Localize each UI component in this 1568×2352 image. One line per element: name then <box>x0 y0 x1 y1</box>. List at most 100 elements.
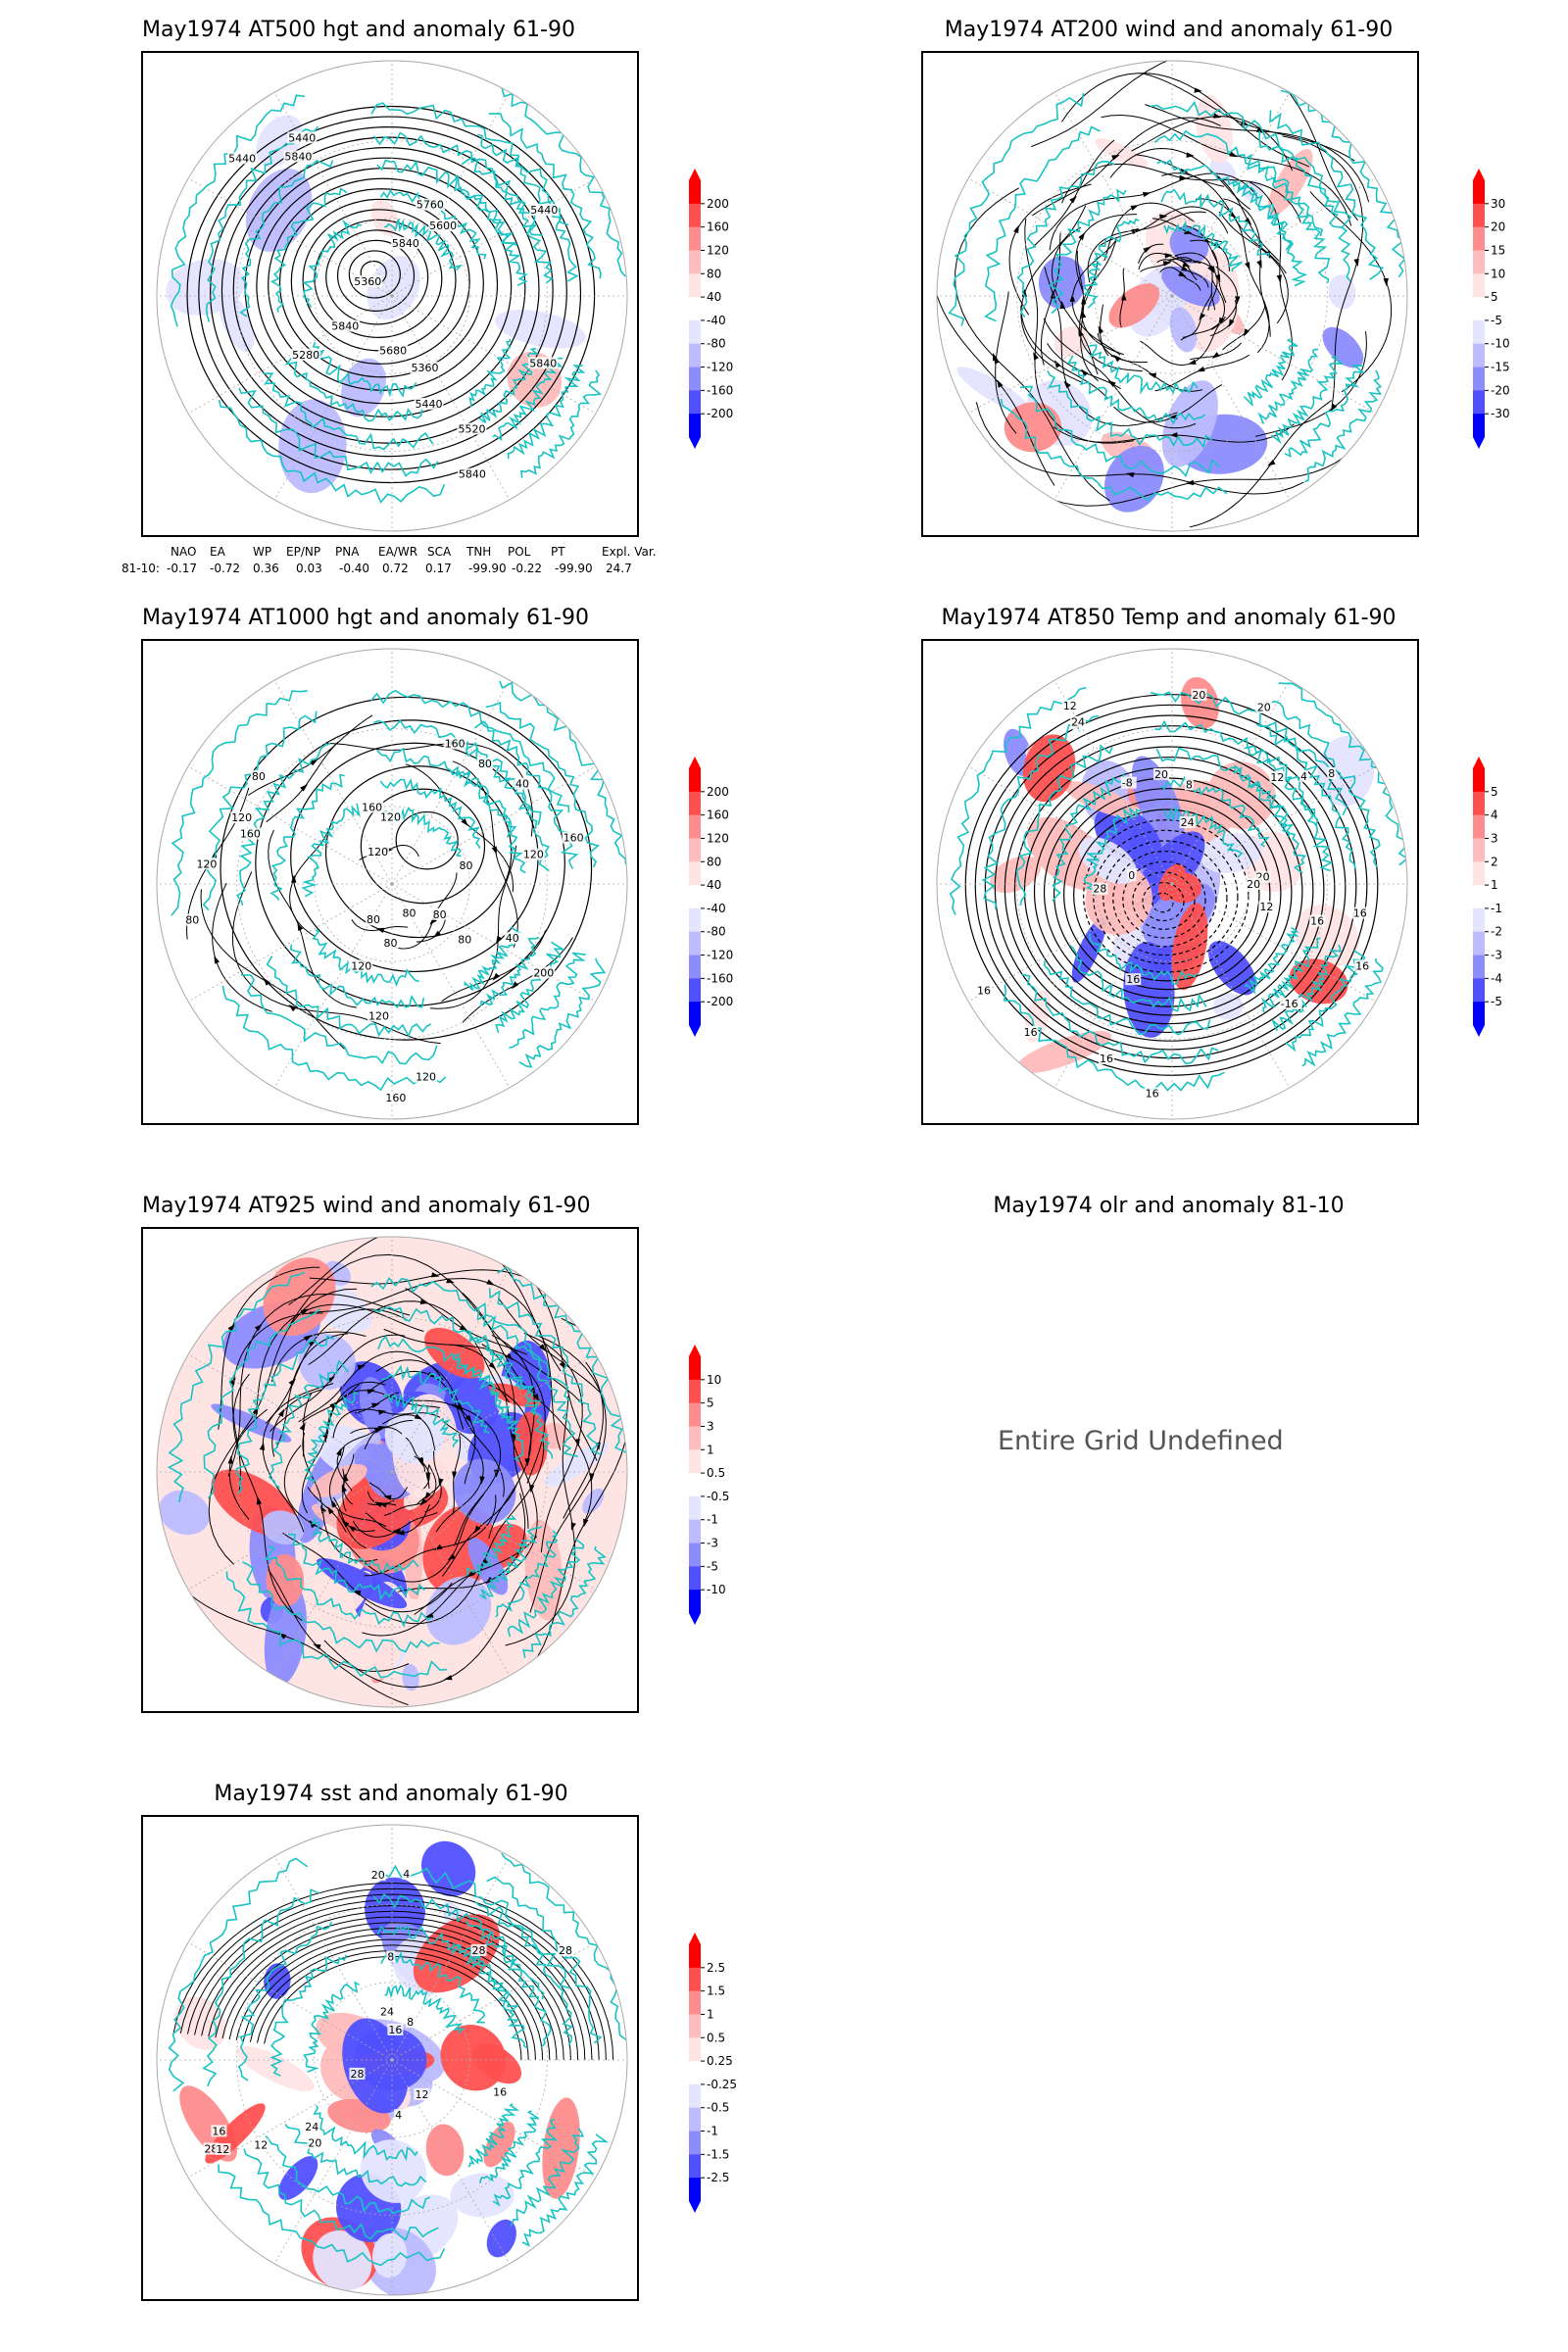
contour-label: 5600 <box>429 220 457 232</box>
colorbar-tick-label: 5 <box>707 1396 714 1410</box>
contour-label: 5440 <box>530 204 558 217</box>
map-svg <box>936 60 1408 532</box>
colorbar-svg: 30 20 15 10 5 -5 -10 -15 -20 -30 <box>1473 169 1510 449</box>
colorbar-sst: 2.5 1.5 1 0.5 0.25 -0.25 -0.5 -1 -1.5 -2.5 <box>681 1931 769 2215</box>
contour-label: 5680 <box>379 345 407 358</box>
contour-label: 4 <box>403 1868 410 1881</box>
colorbar-tick-label: 0.5 <box>707 2031 725 2044</box>
contour-label: 5760 <box>416 199 444 212</box>
contour-label: 28 <box>350 2068 364 2081</box>
colorbar-at1000: 200 160 120 80 40 -40 -80 -120 -160 -200 <box>681 755 769 1039</box>
index-value: -99.90 <box>555 562 593 575</box>
panel-title-sst: May1974 sst and anomaly 61-90 <box>214 1782 568 1806</box>
index-header: SCA <box>427 545 452 559</box>
colorbar-tick-label: 80 <box>707 855 721 868</box>
colorbar-tick-label: 120 <box>707 243 729 257</box>
colorbar-tick-label: -5 <box>1491 995 1502 1008</box>
colorbar-tick-label: 15 <box>1491 243 1505 257</box>
colorbar-tick-label: 200 <box>707 785 729 799</box>
contour-label: 5840 <box>392 237 419 250</box>
contour-label: 20 <box>308 2137 321 2150</box>
contour-label: 40 <box>515 777 529 790</box>
index-value: -0.72 <box>210 562 241 575</box>
colorbar-tick-label: -0.5 <box>707 2101 729 2115</box>
colorbar-tick-label: -3 <box>1491 949 1502 962</box>
index-header: EP/NP <box>286 545 321 559</box>
map-svg: 5840 5840 5840 5360 5440 5440 5280 5360 5440 5520… <box>156 60 628 532</box>
colorbar-tick-label: -0.5 <box>707 1490 729 1503</box>
index-value: -0.22 <box>512 562 543 575</box>
index-value: 0.17 <box>425 562 452 575</box>
map-at200 <box>921 51 1419 537</box>
contour-label: 12 <box>1270 771 1284 784</box>
colorbar-tick-label: 160 <box>707 220 729 234</box>
contour-label: 28 <box>559 1944 572 1957</box>
colorbar-tick-label: 5 <box>1491 290 1498 304</box>
panel-title-olr: May1974 olr and anomaly 81-10 <box>993 1194 1345 1218</box>
contour-label: 160 <box>564 832 584 845</box>
contour-label: 80 <box>252 770 266 783</box>
contour-label: 120 <box>368 1009 389 1022</box>
contour-label: 160 <box>385 1092 406 1104</box>
contour-label: 160 <box>362 802 382 814</box>
contour-label: 160 <box>240 828 261 841</box>
contour-label: 4 <box>395 2109 402 2122</box>
colorbar-tick-label: 3 <box>1491 831 1498 845</box>
index-value: 0.36 <box>253 562 279 575</box>
contour-label: -16 <box>1281 998 1298 1010</box>
colorbar-tick-label: -2 <box>1491 925 1502 939</box>
contour-label: 16 <box>1100 1053 1113 1065</box>
colorbar-tick-label: -3 <box>707 1537 718 1550</box>
anomaly-shading-layer <box>166 115 586 494</box>
contour-label: 12 <box>254 2139 268 2152</box>
coastline-layer <box>948 89 1406 502</box>
colorbar-tick-label: 0.5 <box>707 1466 725 1480</box>
contour-label: 80 <box>367 913 380 926</box>
contour-label: 28 <box>472 1944 486 1957</box>
contour-label: 20 <box>1192 689 1205 702</box>
index-header: NAO <box>171 545 197 559</box>
index-value: -99.90 <box>468 562 507 575</box>
colorbar-tick-label: -120 <box>707 361 733 374</box>
contour-label: 5360 <box>354 275 381 288</box>
contour-label: 0 <box>1128 869 1135 882</box>
contour-label: 80 <box>478 758 492 770</box>
contour-label: 5440 <box>228 152 256 165</box>
colorbar-svg: 10 5 3 1 0.5 -0.5 -1 -3 -5 -10 <box>689 1345 729 1625</box>
colorbar-tick-label: -80 <box>707 925 726 939</box>
contour-label: 160 <box>445 737 466 750</box>
contour-label: 20 <box>1154 768 1168 781</box>
contour-label: 16 <box>212 2125 225 2137</box>
contour-label: 40 <box>506 932 519 945</box>
colorbar-tick-label: 120 <box>707 831 729 845</box>
contour-label: 12 <box>1259 901 1273 913</box>
colorbar-tick-label: -30 <box>1491 407 1510 420</box>
colorbar-tick-label: -10 <box>707 1583 726 1596</box>
colorbar-tick-label: -1 <box>707 2125 718 2138</box>
panel-title-at500: May1974 AT500 hgt and anomaly 61-90 <box>142 18 575 42</box>
map-svg: 1612820164-16120-81620241648121620282420… <box>936 648 1408 1120</box>
map-sst: 28 28 24 20 16 12 8 4 28 4 8 12 16 20 24 28 16 12 <box>141 1815 639 2301</box>
contour-label: 5840 <box>459 468 486 481</box>
colorbar-tick-label: -1 <box>1491 902 1502 915</box>
contour-label: 80 <box>383 937 397 950</box>
lat-lon-grid <box>157 649 627 1119</box>
contour-label: 16 <box>1126 973 1140 986</box>
colorbar-tick-label: -160 <box>707 383 733 397</box>
contour-label: -8 <box>1122 777 1133 790</box>
contour-label: 80 <box>185 914 199 927</box>
colorbar-tick-label: -80 <box>707 337 726 351</box>
colorbar-tick-label: 0.25 <box>707 2054 733 2068</box>
anomaly-shading-layer <box>990 676 1375 1074</box>
colorbar-tick-label: 1.5 <box>707 1984 725 1998</box>
colorbar-svg: 2.5 1.5 1 0.5 0.25 -0.25 -0.5 -1 -1.5 -2.5 <box>689 1933 737 2213</box>
contour-label: 5440 <box>288 131 316 144</box>
contour-label: 8 <box>387 1950 394 1963</box>
colorbar-tick-label: 3 <box>707 1419 714 1433</box>
undefined-grid-message: Entire Grid Undefined <box>998 1426 1284 1456</box>
contour-layer <box>186 105 596 484</box>
index-value: 24.7 <box>606 562 632 575</box>
colorbar-tick-label: -200 <box>707 995 733 1008</box>
lat-lon-grid <box>157 61 627 531</box>
contour-label: 80 <box>403 907 416 920</box>
